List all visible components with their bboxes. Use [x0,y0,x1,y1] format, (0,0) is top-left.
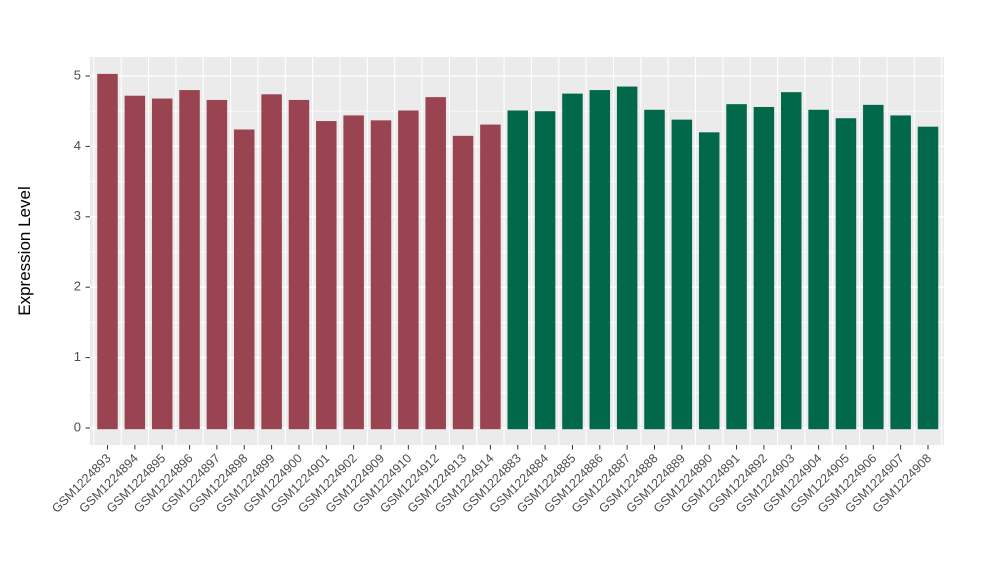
bar-GSM1224899 [261,94,282,430]
bar-GSM1224890 [698,132,720,430]
bar-GSM1224889 [671,119,693,430]
y-tick-label-2: 2 [74,279,81,294]
bar-GSM1224888 [644,109,665,430]
bar-GSM1224897 [206,99,228,430]
bar-GSM1224896 [179,90,200,430]
bar-GSM1224914 [480,124,501,430]
bar-GSM1224883 [507,110,528,430]
bar-GSM1224891 [726,104,747,430]
bar-GSM1224902 [343,115,364,430]
bar-GSM1224900 [288,99,310,430]
y-tick-label-4: 4 [74,138,81,153]
y-axis-title: Expression Level [15,186,34,315]
bar-GSM1224903 [781,92,802,430]
y-tick-label-5: 5 [74,67,81,82]
y-tick-label-0: 0 [74,419,81,434]
bar-GSM1224904 [808,109,829,430]
bar-GSM1224905 [835,118,857,430]
y-tick-label-1: 1 [74,349,81,364]
bar-GSM1224885 [562,93,583,430]
y-tick-label-3: 3 [74,208,81,223]
bar-GSM1224910 [398,110,419,430]
bar-GSM1224908 [917,126,939,430]
bar-GSM1224887 [616,86,638,430]
bar-GSM1224895 [151,98,173,430]
bar-GSM1224913 [452,135,474,430]
bar-GSM1224906 [863,104,884,430]
bar-GSM1224893 [97,73,118,430]
bar-GSM1224912 [425,97,446,430]
bar-GSM1224884 [534,111,556,430]
bar-GSM1224909 [370,120,392,430]
bar-GSM1224907 [890,115,911,430]
bar-GSM1224901 [316,121,337,430]
bar-GSM1224892 [753,106,775,430]
bar-GSM1224894 [124,95,146,430]
bar-GSM1224886 [589,90,611,430]
bar-GSM1224898 [234,129,255,430]
